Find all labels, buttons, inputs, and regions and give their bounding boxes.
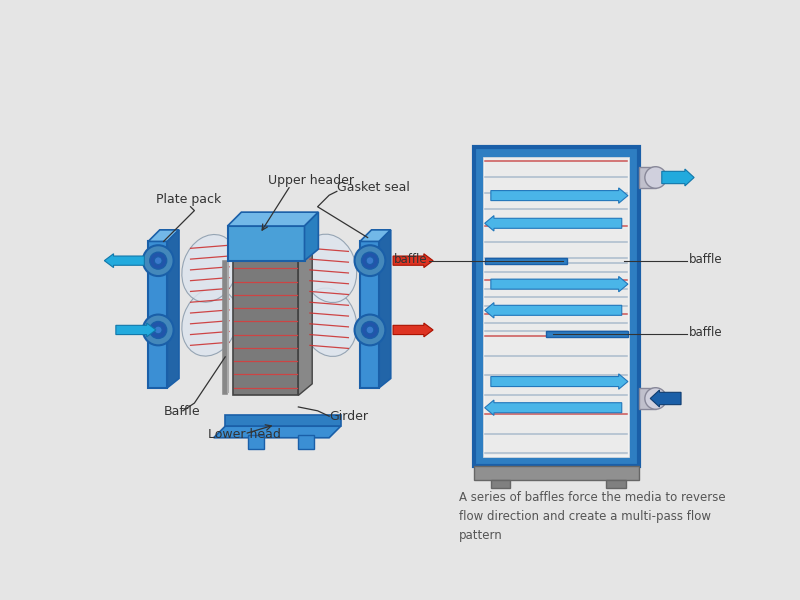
FancyArrow shape (485, 400, 622, 415)
Bar (248, 436, 264, 449)
Ellipse shape (182, 235, 238, 302)
FancyArrow shape (491, 188, 628, 203)
Text: baffle: baffle (689, 326, 722, 339)
Circle shape (143, 314, 174, 346)
Bar (233, 260, 298, 395)
Bar (298, 436, 314, 449)
Bar (638, 167, 656, 188)
Circle shape (645, 388, 666, 409)
FancyArrow shape (662, 169, 694, 186)
Circle shape (354, 314, 386, 346)
Text: A series of baffles force the media to reverse
flow direction and create a multi: A series of baffles force the media to r… (458, 491, 725, 542)
FancyArrow shape (393, 323, 433, 337)
Text: Girder: Girder (329, 410, 368, 423)
Bar (227, 226, 305, 260)
Bar (485, 257, 567, 264)
Polygon shape (360, 230, 390, 241)
FancyArrow shape (485, 215, 622, 231)
Circle shape (354, 245, 386, 276)
Polygon shape (167, 230, 179, 388)
Ellipse shape (302, 234, 357, 302)
FancyArrow shape (116, 323, 156, 337)
Bar (638, 388, 656, 409)
FancyArrow shape (104, 254, 144, 268)
Text: Gasket seal: Gasket seal (337, 181, 410, 194)
Polygon shape (379, 230, 390, 388)
FancyArrow shape (650, 390, 681, 407)
Bar (474, 466, 638, 480)
Polygon shape (298, 247, 312, 395)
Bar (606, 480, 626, 488)
Polygon shape (226, 415, 341, 426)
Bar (485, 334, 628, 455)
Polygon shape (227, 212, 318, 226)
Text: Upper header: Upper header (267, 173, 354, 187)
FancyArrow shape (393, 254, 433, 268)
Text: Lower head: Lower head (208, 428, 281, 441)
Bar (546, 331, 628, 337)
FancyArrow shape (491, 374, 628, 389)
Polygon shape (214, 426, 341, 438)
Circle shape (645, 167, 666, 188)
Circle shape (362, 322, 378, 338)
Circle shape (366, 326, 374, 334)
Circle shape (154, 326, 162, 334)
Ellipse shape (302, 288, 357, 356)
Ellipse shape (182, 289, 238, 356)
Circle shape (366, 257, 374, 265)
Bar (485, 158, 628, 260)
Bar (491, 480, 510, 488)
Text: baffle: baffle (394, 253, 428, 266)
Polygon shape (148, 230, 179, 241)
Text: baffle: baffle (689, 253, 722, 266)
Circle shape (150, 252, 166, 269)
Polygon shape (233, 247, 312, 260)
Circle shape (143, 245, 174, 276)
Text: Plate pack: Plate pack (156, 193, 221, 206)
Circle shape (154, 257, 162, 265)
Polygon shape (305, 212, 318, 260)
Text: Baffle: Baffle (163, 404, 200, 418)
FancyArrow shape (491, 277, 628, 292)
Circle shape (362, 252, 378, 269)
Bar (485, 260, 628, 334)
Bar (360, 241, 379, 388)
Bar (148, 241, 167, 388)
FancyArrow shape (485, 302, 622, 318)
Bar (474, 148, 638, 466)
Circle shape (150, 322, 166, 338)
Bar (483, 157, 630, 457)
